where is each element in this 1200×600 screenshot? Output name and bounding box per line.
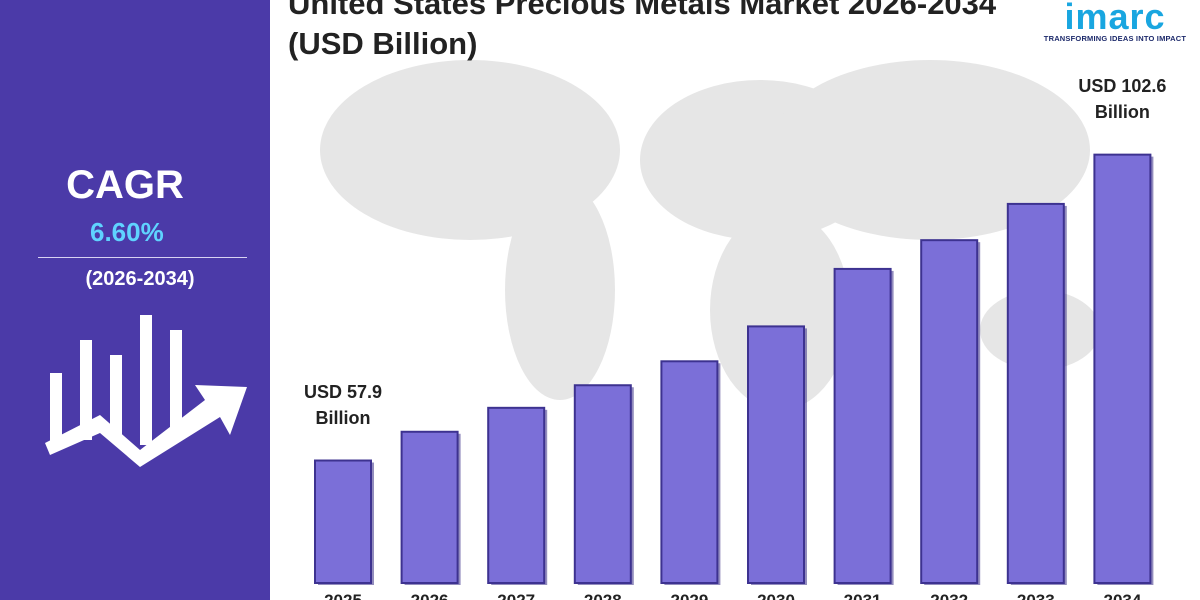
bar <box>920 239 979 584</box>
x-tick-label: 2034 <box>1103 591 1141 600</box>
x-tick-label: 2031 <box>844 591 882 600</box>
world-map-background <box>320 60 1100 410</box>
cagr-label: CAGR <box>66 163 184 207</box>
divider <box>38 257 247 258</box>
x-tick-label: 2025 <box>324 591 362 600</box>
bar <box>314 459 372 584</box>
growth-icon <box>45 315 247 467</box>
value-label: USD 57.9 Billion <box>303 381 383 428</box>
logo-tagline: TRANSFORMING IDEAS INTO IMPACT <box>1043 34 1187 43</box>
x-tick-label: 2029 <box>670 591 708 600</box>
x-tick-label: 2030 <box>757 591 795 600</box>
x-tick-label: 2032 <box>930 591 968 600</box>
cagr-period: (2026-2034) <box>85 268 195 290</box>
x-tick-label: 2033 <box>1017 591 1055 600</box>
bar <box>400 430 459 584</box>
bar <box>660 360 719 585</box>
bar <box>833 267 892 584</box>
bar <box>1093 153 1152 584</box>
x-tick-label: 2026 <box>411 591 449 600</box>
sidebar: CAGR 6.60% (2026-2034) <box>0 0 270 600</box>
cagr-value: 6.60% <box>90 217 164 247</box>
x-tick-label: 2027 <box>497 591 535 600</box>
logo: imarc TRANSFORMING IDEAS INTO IMPACT <box>1030 0 1200 43</box>
value-label: USD 102.6 Billion <box>1078 75 1167 122</box>
bar <box>1006 202 1065 585</box>
bar <box>573 384 632 584</box>
bar <box>747 325 805 584</box>
bar <box>487 406 546 584</box>
logo-name: imarc <box>1064 0 1166 37</box>
chart-title: United States Precious Metals Market 202… <box>288 0 997 61</box>
x-tick-label: 2028 <box>584 591 622 600</box>
